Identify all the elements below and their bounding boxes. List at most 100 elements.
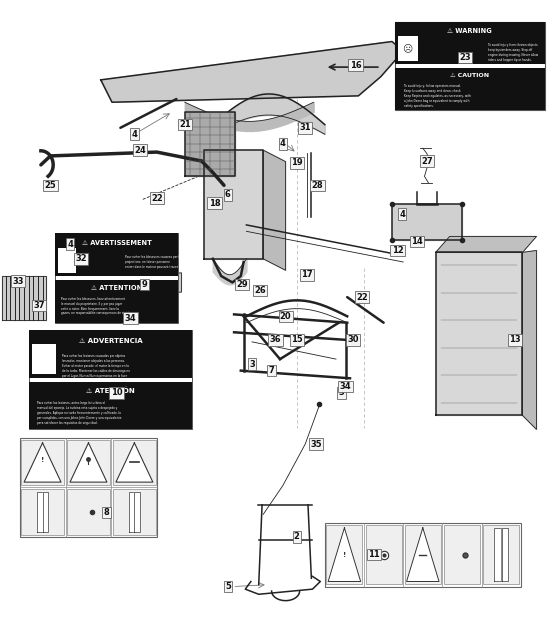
Text: ☹: ☹ bbox=[403, 43, 413, 53]
Polygon shape bbox=[137, 273, 181, 295]
Text: 22: 22 bbox=[356, 293, 367, 302]
Text: 30: 30 bbox=[347, 335, 358, 344]
Text: Pour eviter les blessures, lisez attentivement
le manuel du proprietaire. Il y p: Pour eviter les blessures, lisez attenti… bbox=[61, 296, 133, 316]
Text: 3: 3 bbox=[249, 360, 255, 369]
Polygon shape bbox=[204, 150, 263, 259]
Text: 26: 26 bbox=[254, 286, 265, 295]
Text: 9: 9 bbox=[142, 280, 147, 289]
Polygon shape bbox=[522, 250, 536, 429]
Polygon shape bbox=[263, 150, 286, 270]
Text: 17: 17 bbox=[301, 270, 312, 279]
Text: 3: 3 bbox=[339, 389, 344, 397]
Text: 7: 7 bbox=[269, 366, 274, 375]
Bar bbox=[21, 489, 64, 535]
Text: 37: 37 bbox=[34, 301, 45, 310]
Text: !: ! bbox=[41, 457, 44, 463]
Text: 4: 4 bbox=[132, 130, 137, 139]
Bar bbox=[326, 525, 362, 584]
Bar bbox=[58, 247, 76, 273]
Text: 23: 23 bbox=[459, 53, 470, 62]
Text: 11: 11 bbox=[368, 550, 380, 559]
Text: Pour eviter les blessures causees par les
projections, ne laisser personne
entre: Pour eviter les blessures causees par le… bbox=[125, 255, 192, 268]
Bar bbox=[67, 440, 110, 486]
Polygon shape bbox=[392, 204, 462, 240]
Polygon shape bbox=[116, 443, 153, 482]
Text: 25: 25 bbox=[45, 181, 56, 190]
Text: 13: 13 bbox=[510, 335, 521, 344]
Text: 10: 10 bbox=[111, 389, 122, 397]
Bar bbox=[444, 525, 480, 584]
Text: ⚠ CAUTION: ⚠ CAUTION bbox=[450, 73, 489, 78]
Bar bbox=[395, 68, 545, 110]
Text: 4: 4 bbox=[399, 210, 405, 219]
Bar bbox=[29, 330, 192, 378]
Text: ⚠ ATENCIÓN: ⚠ ATENCIÓN bbox=[86, 387, 135, 394]
Text: 4: 4 bbox=[67, 240, 73, 249]
Text: ⚠ ATTENTION: ⚠ ATTENTION bbox=[91, 285, 142, 291]
Polygon shape bbox=[436, 252, 522, 415]
Text: 8: 8 bbox=[104, 508, 109, 517]
Polygon shape bbox=[436, 236, 536, 252]
Bar bbox=[20, 438, 157, 537]
Polygon shape bbox=[494, 528, 501, 581]
Text: To avoid injury, follow operators manual.
Keep lu surfaces away and clean, check: To avoid injury, follow operators manual… bbox=[404, 84, 471, 108]
Polygon shape bbox=[91, 263, 124, 302]
Bar bbox=[325, 523, 521, 587]
Polygon shape bbox=[407, 528, 439, 581]
Polygon shape bbox=[37, 492, 43, 532]
Text: 33: 33 bbox=[13, 277, 24, 286]
Text: ⚠ ADVERTENCIA: ⚠ ADVERTENCIA bbox=[78, 338, 142, 344]
Bar bbox=[55, 233, 178, 276]
Text: Para evitar las lesiones causadas por objetos
lanzados, mantener alejadas a las : Para evitar las lesiones causadas por ob… bbox=[62, 354, 129, 383]
Bar bbox=[29, 330, 192, 429]
Text: 14: 14 bbox=[412, 237, 423, 246]
Text: 22: 22 bbox=[151, 194, 162, 203]
Text: 29: 29 bbox=[236, 280, 248, 289]
Text: 6: 6 bbox=[225, 190, 231, 199]
Bar bbox=[483, 525, 519, 584]
Polygon shape bbox=[502, 528, 508, 581]
Bar bbox=[55, 233, 178, 323]
Bar bbox=[29, 382, 192, 429]
Polygon shape bbox=[101, 42, 403, 102]
Text: 12: 12 bbox=[392, 246, 403, 255]
Text: 4: 4 bbox=[280, 139, 286, 148]
Polygon shape bbox=[185, 112, 235, 176]
Text: 36: 36 bbox=[270, 335, 281, 344]
Bar bbox=[113, 440, 156, 486]
Polygon shape bbox=[24, 443, 61, 482]
Text: 24: 24 bbox=[134, 146, 146, 155]
Text: 16: 16 bbox=[350, 61, 361, 70]
Text: 18: 18 bbox=[209, 199, 220, 208]
Polygon shape bbox=[78, 249, 137, 316]
Text: !: ! bbox=[343, 551, 346, 558]
Bar bbox=[113, 489, 156, 535]
Bar bbox=[395, 22, 545, 64]
Polygon shape bbox=[134, 492, 140, 532]
Bar bbox=[32, 344, 56, 374]
Bar bbox=[55, 280, 178, 323]
Text: 15: 15 bbox=[291, 335, 302, 344]
Bar bbox=[67, 489, 110, 535]
Text: To avoid injury from thrown objects,
keep bystanders away. Stop off
engine durin: To avoid injury from thrown objects, kee… bbox=[488, 43, 538, 61]
Bar bbox=[21, 440, 64, 486]
Bar bbox=[405, 525, 441, 584]
Text: 35: 35 bbox=[311, 440, 322, 449]
Text: 32: 32 bbox=[76, 254, 87, 263]
Text: ⚠ AVERTISSEMENT: ⚠ AVERTISSEMENT bbox=[82, 240, 151, 245]
Bar bbox=[366, 525, 402, 584]
Text: 19: 19 bbox=[291, 158, 302, 167]
Polygon shape bbox=[129, 492, 134, 532]
Polygon shape bbox=[43, 492, 48, 532]
Polygon shape bbox=[2, 276, 46, 320]
Bar bbox=[395, 22, 545, 110]
Text: 5: 5 bbox=[225, 582, 231, 591]
Bar bbox=[398, 36, 418, 61]
Text: 31: 31 bbox=[300, 123, 311, 132]
Text: 34: 34 bbox=[340, 382, 351, 391]
Text: 2: 2 bbox=[294, 532, 300, 541]
Text: ⚠ WARNING: ⚠ WARNING bbox=[447, 28, 492, 34]
Polygon shape bbox=[328, 528, 361, 581]
Text: 27: 27 bbox=[421, 157, 432, 166]
Text: 20: 20 bbox=[280, 312, 291, 321]
